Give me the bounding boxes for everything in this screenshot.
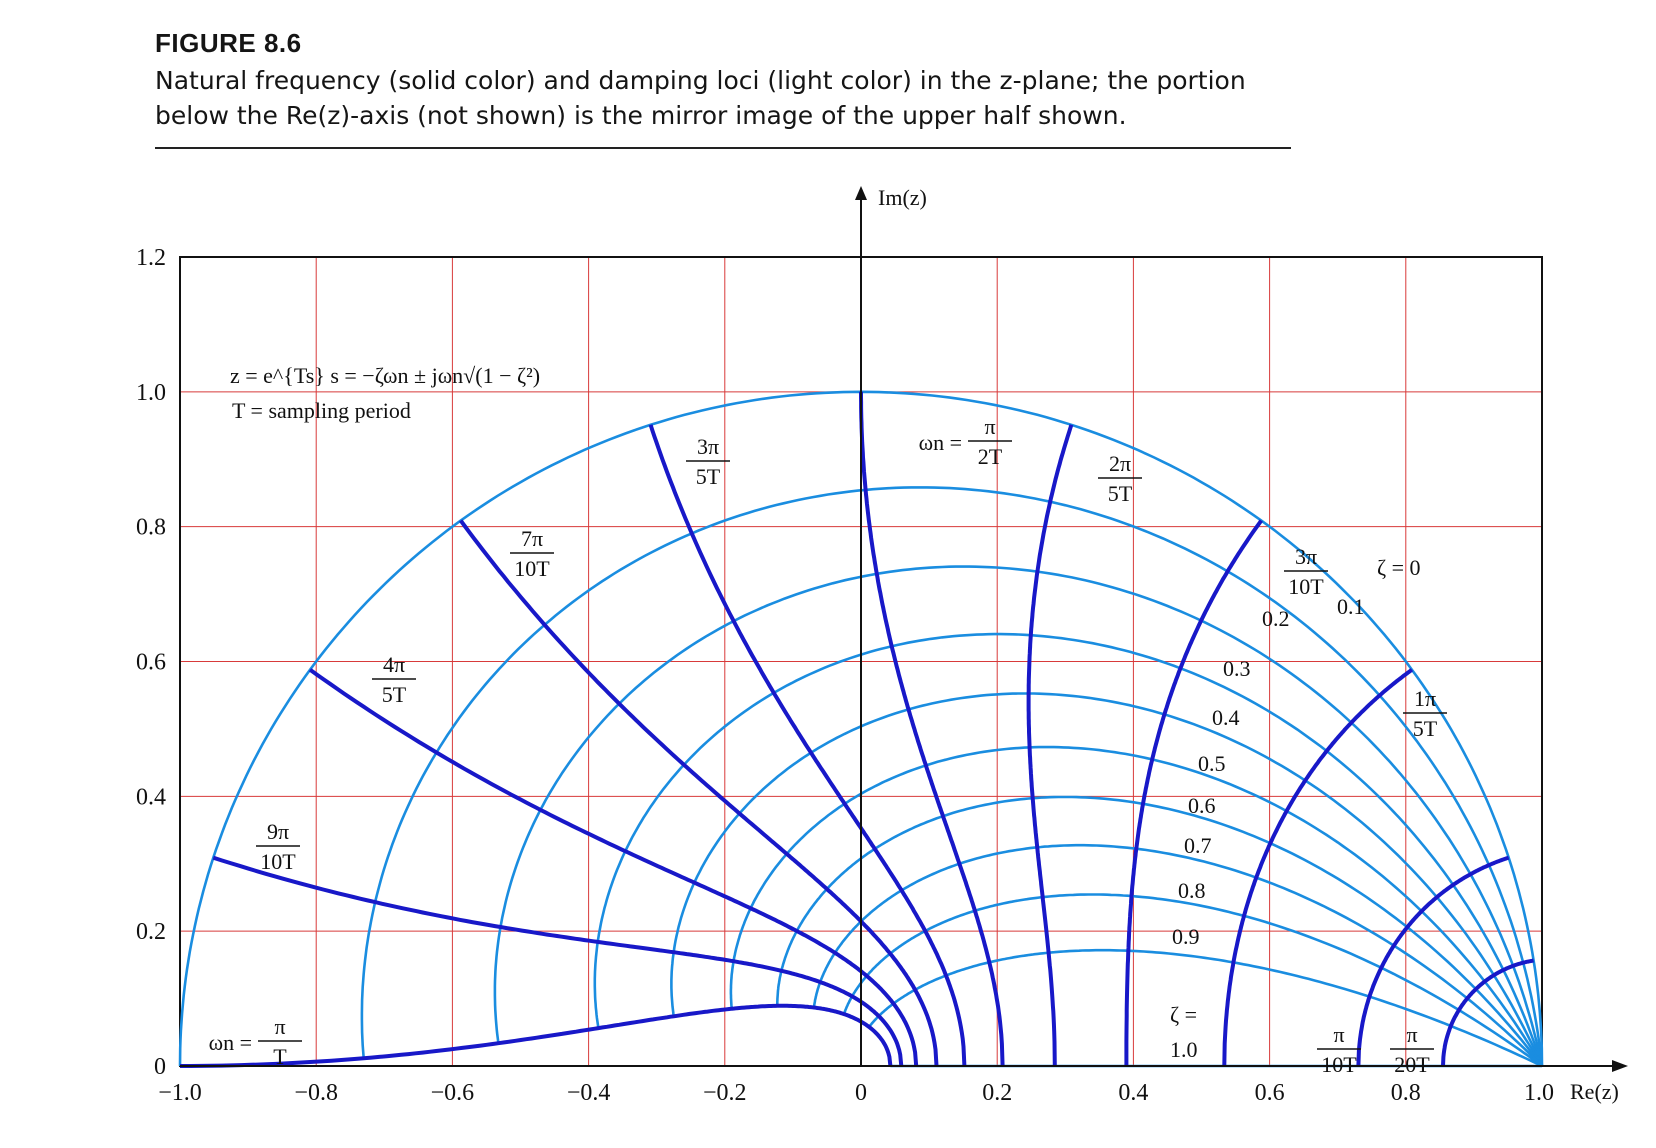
y-tick-label: 1.0 — [136, 380, 166, 406]
frequency-curve-0.2pi — [1222, 668, 1414, 1067]
x-tick-label: −1.0 — [158, 1080, 202, 1106]
frequency-label: ωn = π 2T — [919, 414, 1012, 469]
frequency-label-numerator: π — [274, 1014, 285, 1039]
frequency-label-prefix: ωn = — [919, 430, 962, 455]
y-tick-label: 0.2 — [136, 919, 166, 945]
imaginary-axis-arrow — [855, 186, 867, 200]
y-tick-label: 0.8 — [136, 515, 166, 541]
damping-curve-zeta-0.9 — [868, 948, 1543, 1068]
frequency-label-denominator: 5T — [1413, 716, 1438, 741]
frequency-label-numerator: 9π — [267, 819, 289, 844]
damping-label: 0.3 — [1223, 656, 1251, 681]
x-tick-label: 0 — [855, 1080, 867, 1106]
frequency-label-denominator: 10T — [1321, 1052, 1357, 1077]
y-tick-label: 0.4 — [136, 784, 166, 810]
frequency-curve-0.5pi — [859, 391, 1005, 1067]
frequency-label-denominator: 2T — [978, 444, 1003, 469]
frequency-curve-0.1pi — [1356, 855, 1510, 1067]
frequency-label-denominator: 10T — [1288, 574, 1324, 599]
damping-label: 0.7 — [1184, 833, 1212, 858]
frequency-label-denominator: 5T — [696, 464, 721, 489]
frequency-label-prefix: ωn = — [209, 1030, 252, 1055]
frequency-label: π 20T — [1390, 1022, 1434, 1077]
damping-label: 0.8 — [1178, 878, 1206, 903]
frequency-label-numerator: π — [1333, 1022, 1344, 1047]
damping-label: 0.6 — [1188, 793, 1216, 818]
frequency-curve-0.3pi — [1124, 519, 1263, 1066]
caption-divider — [155, 147, 1291, 149]
x-tick-label: 0.8 — [1391, 1080, 1421, 1106]
damping-label: 1.0 — [1170, 1037, 1198, 1062]
damping-curve-zeta-0.2 — [493, 565, 1544, 1067]
frequency-curve-0.4pi — [1026, 424, 1074, 1067]
figure-caption: FIGURE 8.6 Natural frequency (solid colo… — [155, 28, 1291, 133]
damping-label: ζ = — [1170, 1002, 1197, 1027]
figure-caption-text: Natural frequency (solid color) and damp… — [155, 66, 1246, 130]
chart-labels: Im(z) Re(z) z = e^{Ts} s = −ζωn ± jωn√(1… — [136, 185, 1619, 1106]
damping-label: ζ = 0 — [1377, 555, 1421, 580]
frequency-curve-0.6pi — [648, 424, 967, 1067]
y-axis-label: Im(z) — [878, 185, 927, 210]
formula-line-2: T = sampling period — [232, 398, 411, 423]
x-tick-label: −0.6 — [431, 1080, 475, 1106]
frequency-label: π 10T — [1317, 1022, 1361, 1077]
frequency-curve-0.05pi — [1441, 958, 1534, 1067]
damping-label: 0.5 — [1198, 751, 1226, 776]
frequency-label-numerator: 2π — [1109, 451, 1131, 476]
frequency-label-numerator: 4π — [383, 652, 405, 677]
y-tick-label: 0.6 — [136, 650, 166, 676]
damping-label: 0.1 — [1337, 594, 1365, 619]
x-tick-label: 0.4 — [1118, 1080, 1148, 1106]
x-tick-label: −0.8 — [294, 1080, 338, 1106]
frequency-label-denominator: 5T — [1108, 481, 1133, 506]
frequency-label-numerator: 3π — [697, 434, 719, 459]
frequency-label-denominator: 10T — [260, 849, 296, 874]
x-axis-label: Re(z) — [1570, 1079, 1619, 1104]
damping-label: 0.9 — [1172, 924, 1200, 949]
frequency-curve-0.8pi — [308, 668, 919, 1067]
frequency-label-numerator: 7π — [521, 526, 543, 551]
damping-label: 0.4 — [1212, 705, 1240, 730]
frequency-label-numerator: 3π — [1295, 544, 1317, 569]
figure-label: FIGURE 8.6 — [155, 28, 302, 58]
real-axis-arrow — [1612, 1060, 1628, 1072]
damping-curve-zeta-0.3 — [593, 632, 1544, 1067]
frequency-label-numerator: 1π — [1414, 686, 1436, 711]
formula-line-1: z = e^{Ts} s = −ζωn ± jωn√(1 − ζ²) — [230, 363, 540, 388]
x-tick-label: −0.4 — [567, 1080, 611, 1106]
damping-label: 0.2 — [1262, 606, 1290, 631]
axes — [180, 186, 1628, 1072]
frequency-label-denominator: T — [273, 1044, 287, 1069]
frequency-label: ωn = πT — [209, 1014, 302, 1069]
frequency-curve-1pi — [180, 1003, 893, 1068]
frequency-label-denominator: 10T — [514, 556, 550, 581]
x-tick-label: 1.0 — [1524, 1080, 1554, 1106]
y-tick-label: 0 — [154, 1054, 166, 1080]
x-tick-label: −0.2 — [703, 1080, 747, 1106]
frequency-label-denominator: 5T — [382, 682, 407, 707]
frequency-label-numerator: π — [1406, 1022, 1417, 1047]
x-tick-label: 0.2 — [982, 1080, 1012, 1106]
frequency-label-denominator: 20T — [1394, 1052, 1430, 1077]
x-tick-label: 0.6 — [1255, 1080, 1285, 1106]
y-tick-label: 1.2 — [136, 245, 166, 271]
frequency-curve-0.7pi — [459, 519, 939, 1067]
frequency-label-numerator: π — [984, 414, 995, 439]
